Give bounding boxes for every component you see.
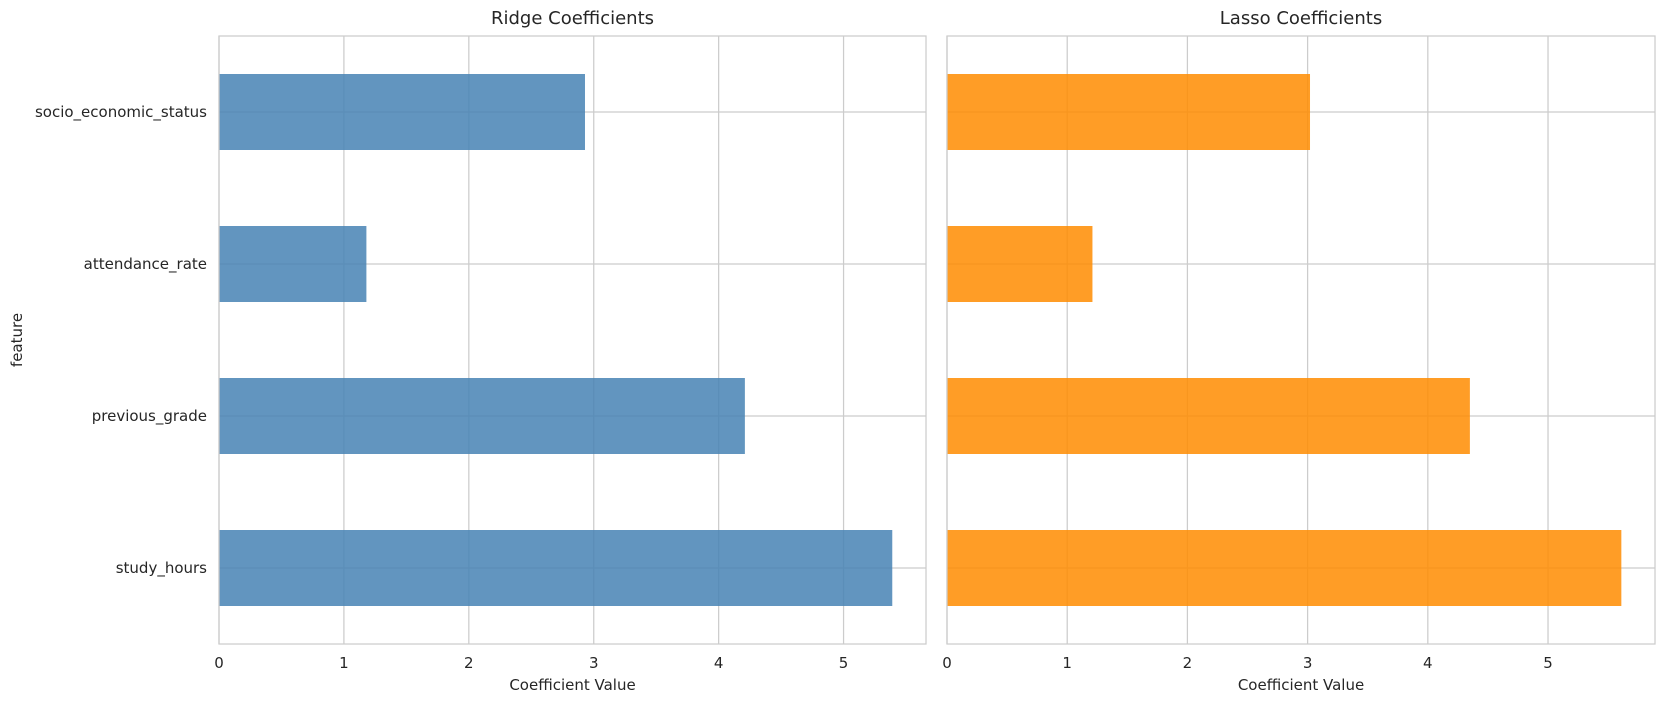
ridge-x-tick-label: 5	[839, 654, 849, 672]
ridge-x-tick-label: 2	[464, 654, 474, 672]
lasso-x-axis-label: Coefficient Value	[1238, 676, 1364, 694]
ridge-y-tick-label: study_hours	[116, 559, 207, 578]
ridge-y-ticks: socio_economic_status attendance_rateprev…	[35, 103, 207, 578]
ridge-y-tick-label: previous_grade	[92, 407, 207, 426]
ridge-panel: 0 1 2 3 4 5 socio_economic_status attendance_r…	[8, 8, 927, 694]
ridge-x-axis-label: Coefficient Value	[509, 676, 635, 694]
lasso-x-tick-label: 2	[1183, 654, 1193, 672]
ridge-y-tick-label: socio_economic_status	[35, 103, 207, 122]
lasso-x-tick-label: 1	[1062, 654, 1072, 672]
ridge-axes-frame	[218, 35, 927, 645]
ridge-x-tick-label: 4	[714, 654, 724, 672]
ridge-y-tick-label: attendance_rate	[84, 255, 207, 274]
lasso-x-ticks: 0 1 2 3 4 5	[942, 654, 1553, 672]
ridge-bar-socio-economic-status	[219, 74, 585, 150]
ridge-x-tick-label: 0	[214, 654, 224, 672]
lasso-x-tick-label: 0	[942, 654, 952, 672]
lasso-axes-frame	[946, 35, 1656, 645]
lasso-bar-attendance-rate	[947, 226, 1093, 302]
ridge-bar-previous-grade	[219, 378, 745, 454]
lasso-bar-study-hours	[947, 530, 1622, 606]
lasso-x-tick-label: 3	[1303, 654, 1313, 672]
ridge-x-tick-label: 3	[589, 654, 599, 672]
lasso-bar-socio-economic-status	[947, 74, 1311, 150]
ridge-title: Ridge Coefficients	[491, 8, 654, 29]
lasso-bars	[947, 74, 1622, 606]
lasso-title: Lasso Coefficients	[1220, 8, 1382, 29]
lasso-x-tick-label: 5	[1543, 654, 1553, 672]
ridge-x-tick-label: 1	[339, 654, 349, 672]
ridge-bars	[219, 74, 893, 606]
ridge-y-axis-label: feature	[8, 313, 26, 367]
lasso-panel: 0 1 2 3 4 5 Lasso Coefficients Coefficient Va…	[942, 8, 1656, 694]
ridge-bar-attendance-rate	[219, 226, 367, 302]
ridge-x-ticks: 0 1 2 3 4 5	[214, 654, 848, 672]
lasso-x-tick-label: 4	[1423, 654, 1433, 672]
ridge-bar-study-hours	[219, 530, 893, 606]
lasso-bar-previous-grade	[947, 378, 1470, 454]
